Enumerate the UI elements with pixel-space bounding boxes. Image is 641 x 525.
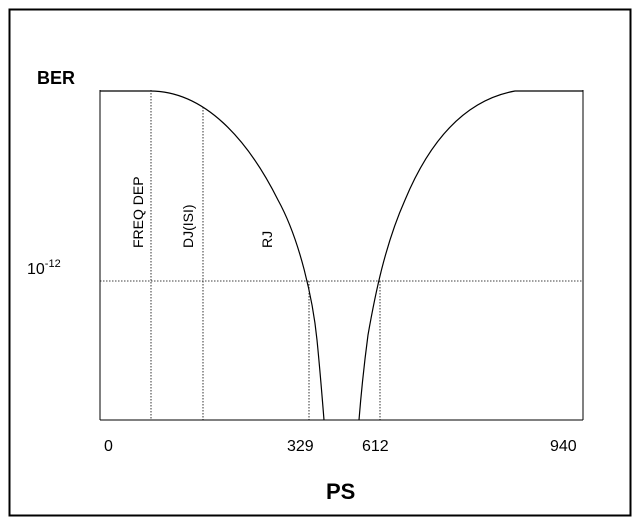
- region-label-freq-dep: FREQ DEP: [130, 176, 146, 248]
- right-bathtub-curve: [358, 90, 583, 421]
- left-bathtub-curve: [100, 90, 325, 421]
- x-tick-label: 0: [104, 438, 113, 455]
- y-axis-label: BER: [37, 68, 75, 88]
- x-axis-label: PS: [326, 479, 355, 504]
- x-tick-label: 940: [550, 438, 577, 455]
- region-label-rj: RJ: [259, 231, 275, 248]
- x-tick-label: 329: [287, 438, 314, 455]
- ber-threshold-exponent: -12: [45, 258, 61, 270]
- region-label-dj: DJ(ISI): [180, 204, 196, 248]
- x-tick-label: 612: [362, 438, 389, 455]
- outer-frame: [8, 8, 632, 517]
- ber-threshold-base: 10: [27, 261, 45, 278]
- ber-threshold-label: 10-12: [27, 258, 61, 278]
